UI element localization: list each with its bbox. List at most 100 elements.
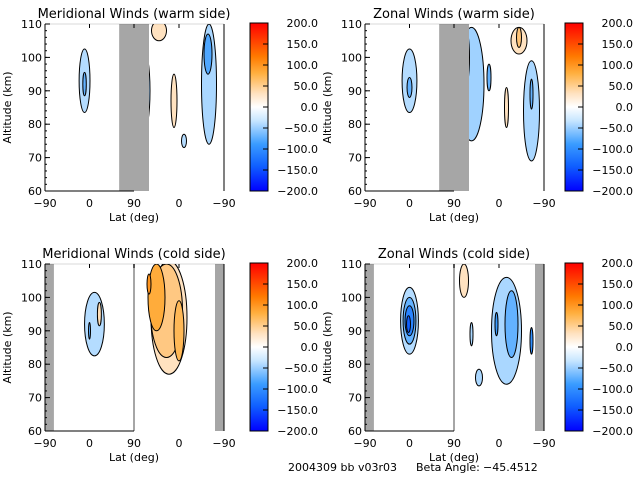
y-tick-label: 80 — [28, 118, 42, 131]
footer-beta-label: Beta Angle: — [416, 461, 480, 474]
x-tick-label: 90 — [447, 197, 461, 210]
y-tick-label: 100 — [21, 291, 42, 304]
y-tick-label: 110 — [21, 258, 42, 271]
contour-region — [82, 71, 87, 97]
footer-run-id: 2004309 bb v03r03 — [288, 461, 397, 474]
colorbar-tick-label: −200.0 — [592, 425, 633, 438]
colorbar-tick-label: 200.0 — [287, 257, 319, 270]
x-tick-label: −90 — [33, 437, 56, 450]
colorbar-tick-label: 50.0 — [294, 320, 319, 333]
colorbar-tick-label: −50.0 — [599, 362, 633, 375]
no-data-band — [439, 24, 454, 191]
x-tick-label: 0 — [496, 197, 503, 210]
y-tick-label: 80 — [348, 118, 362, 131]
colorbar-tick-label: 200.0 — [602, 257, 634, 270]
contour-region — [84, 291, 105, 357]
contour-region — [523, 60, 540, 162]
contour-region — [406, 76, 413, 98]
contour-region — [96, 301, 102, 327]
colorbar-tick-label: 0.0 — [301, 101, 319, 114]
x-tick-label: 90 — [127, 197, 141, 210]
colorbar-tick-label: −100.0 — [277, 383, 318, 396]
panel-meridional-cold: 60 70 80 90 100 110 −90 0 90 0 −90 Lat (deg) Altitud… — [1, 247, 318, 464]
x-tick-label: 0 — [86, 437, 93, 450]
x-tick-label: −90 — [353, 197, 376, 210]
colorbar-tick-label: 100.0 — [287, 59, 319, 72]
y-tick-label: 60 — [28, 185, 42, 198]
footer-beta-value: −45.4512 — [483, 461, 538, 474]
colorbar-tick-label: −150.0 — [277, 164, 318, 177]
colorbar-tick-label: 0.0 — [616, 101, 634, 114]
colorbar-tick-label: 200.0 — [602, 17, 634, 30]
y-tick-label: 110 — [21, 18, 42, 31]
x-tick-label: −90 — [212, 437, 235, 450]
y-axis-label: Altitude (km) — [1, 311, 14, 383]
panel-zonal-cold: 60 70 80 90 100 110 −90 0 90 0 −90 Lat (deg) Altitud… — [321, 247, 633, 464]
y-tick-label: 100 — [21, 51, 42, 64]
colorbar-tick-label: 100.0 — [602, 59, 634, 72]
colorbar-tick-label: −50.0 — [599, 122, 633, 135]
x-tick-label: 0 — [176, 197, 183, 210]
chart-title: Meridional Winds (warm side) — [38, 7, 231, 22]
panel-meridional-warm: 60 70 80 90 100 110 −90 0 90 0 −90 Lat (deg) Altitud… — [1, 7, 318, 224]
x-axis-label: Lat (deg) — [109, 451, 159, 464]
x-tick-label: −90 — [532, 197, 555, 210]
y-tick-label: 70 — [348, 152, 362, 165]
contour-region — [486, 63, 492, 92]
panel-zonal-warm: 60 70 80 90 100 110 −90 0 90 0 −90 Lat (deg) Altitud… — [321, 7, 633, 224]
colorbar-tick-label: 150.0 — [287, 278, 319, 291]
no-data-band — [215, 264, 224, 431]
y-tick-label: 90 — [348, 325, 362, 338]
y-tick-label: 90 — [28, 325, 42, 338]
chart-title: Meridional Winds (cold side) — [42, 247, 225, 262]
contour-region — [469, 321, 474, 347]
no-data-band — [365, 264, 374, 431]
y-tick-label: 70 — [348, 392, 362, 405]
colorbar-tick-label: 50.0 — [294, 80, 319, 93]
y-tick-label: 80 — [348, 358, 362, 371]
y-tick-label: 70 — [28, 392, 42, 405]
y-tick-label: 90 — [348, 85, 362, 98]
colorbar-tick-label: −150.0 — [592, 164, 633, 177]
chart-title: Zonal Winds (cold side) — [378, 247, 530, 262]
colorbar-tick-label: −200.0 — [277, 185, 318, 198]
contour-region — [146, 273, 152, 295]
x-tick-label: −90 — [532, 437, 555, 450]
x-tick-label: −90 — [33, 197, 56, 210]
x-axis-label: Lat (deg) — [109, 211, 159, 224]
colorbar-tick-label: 150.0 — [602, 38, 634, 51]
colorbar-tick-label: −100.0 — [592, 143, 633, 156]
y-tick-label: 70 — [28, 152, 42, 165]
y-tick-label: 100 — [341, 51, 362, 64]
contour-layer — [84, 264, 188, 375]
contour-region — [88, 321, 91, 340]
contour-region — [529, 326, 534, 355]
colorbar-tick-label: −150.0 — [592, 404, 633, 417]
y-tick-label: 110 — [341, 18, 362, 31]
no-data-band — [45, 264, 54, 431]
no-data-band — [454, 24, 469, 191]
x-tick-label: 0 — [496, 437, 503, 450]
no-data-band — [134, 24, 149, 191]
no-data-band — [119, 24, 134, 191]
contour-region — [475, 368, 483, 387]
chart-title: Zonal Winds (warm side) — [373, 7, 535, 22]
contour-region — [406, 315, 411, 333]
x-tick-label: 90 — [447, 437, 461, 450]
colorbar-tick-label: 200.0 — [287, 17, 319, 30]
colorbar-tick-label: 50.0 — [609, 320, 634, 333]
colorbar-tick-label: −100.0 — [277, 143, 318, 156]
y-axis-label: Altitude (km) — [321, 311, 334, 383]
colorbar-tick-label: 150.0 — [287, 38, 319, 51]
x-tick-label: 90 — [127, 437, 141, 450]
contour-region — [504, 290, 519, 359]
y-axis-label: Altitude (km) — [1, 71, 14, 143]
x-tick-label: 0 — [406, 197, 413, 210]
colorbar-tick-label: 50.0 — [609, 80, 634, 93]
x-axis-label: Lat (deg) — [429, 211, 479, 224]
x-tick-label: 0 — [406, 437, 413, 450]
contour-region — [151, 24, 167, 42]
y-axis-label: Altitude (km) — [321, 71, 334, 143]
contour-region — [504, 86, 509, 129]
